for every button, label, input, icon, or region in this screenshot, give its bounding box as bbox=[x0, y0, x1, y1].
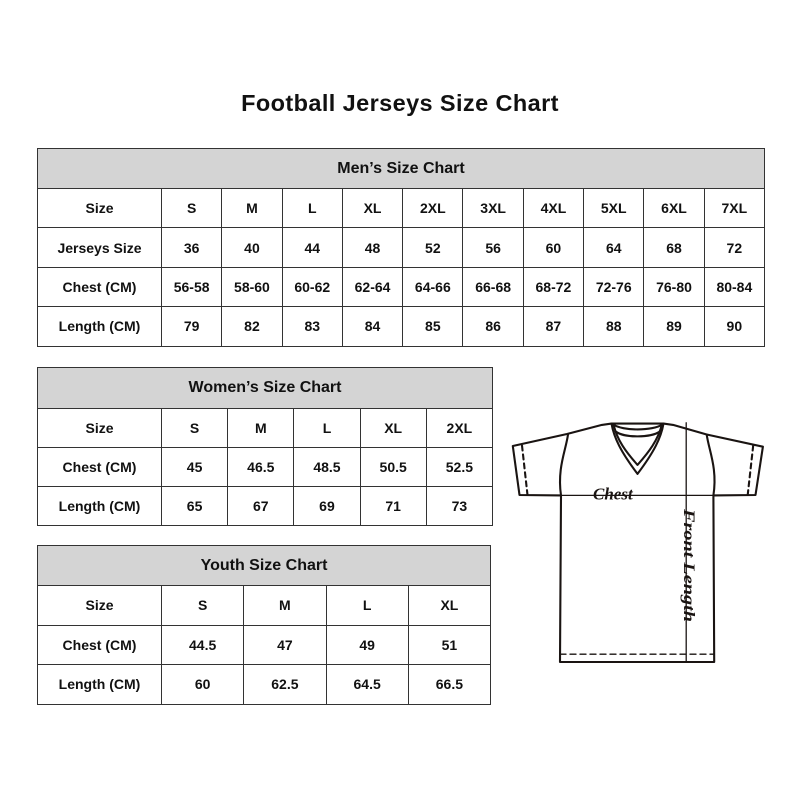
svg-text:Chest: Chest bbox=[593, 485, 634, 504]
svg-text:Front Length: Front Length bbox=[680, 508, 697, 622]
